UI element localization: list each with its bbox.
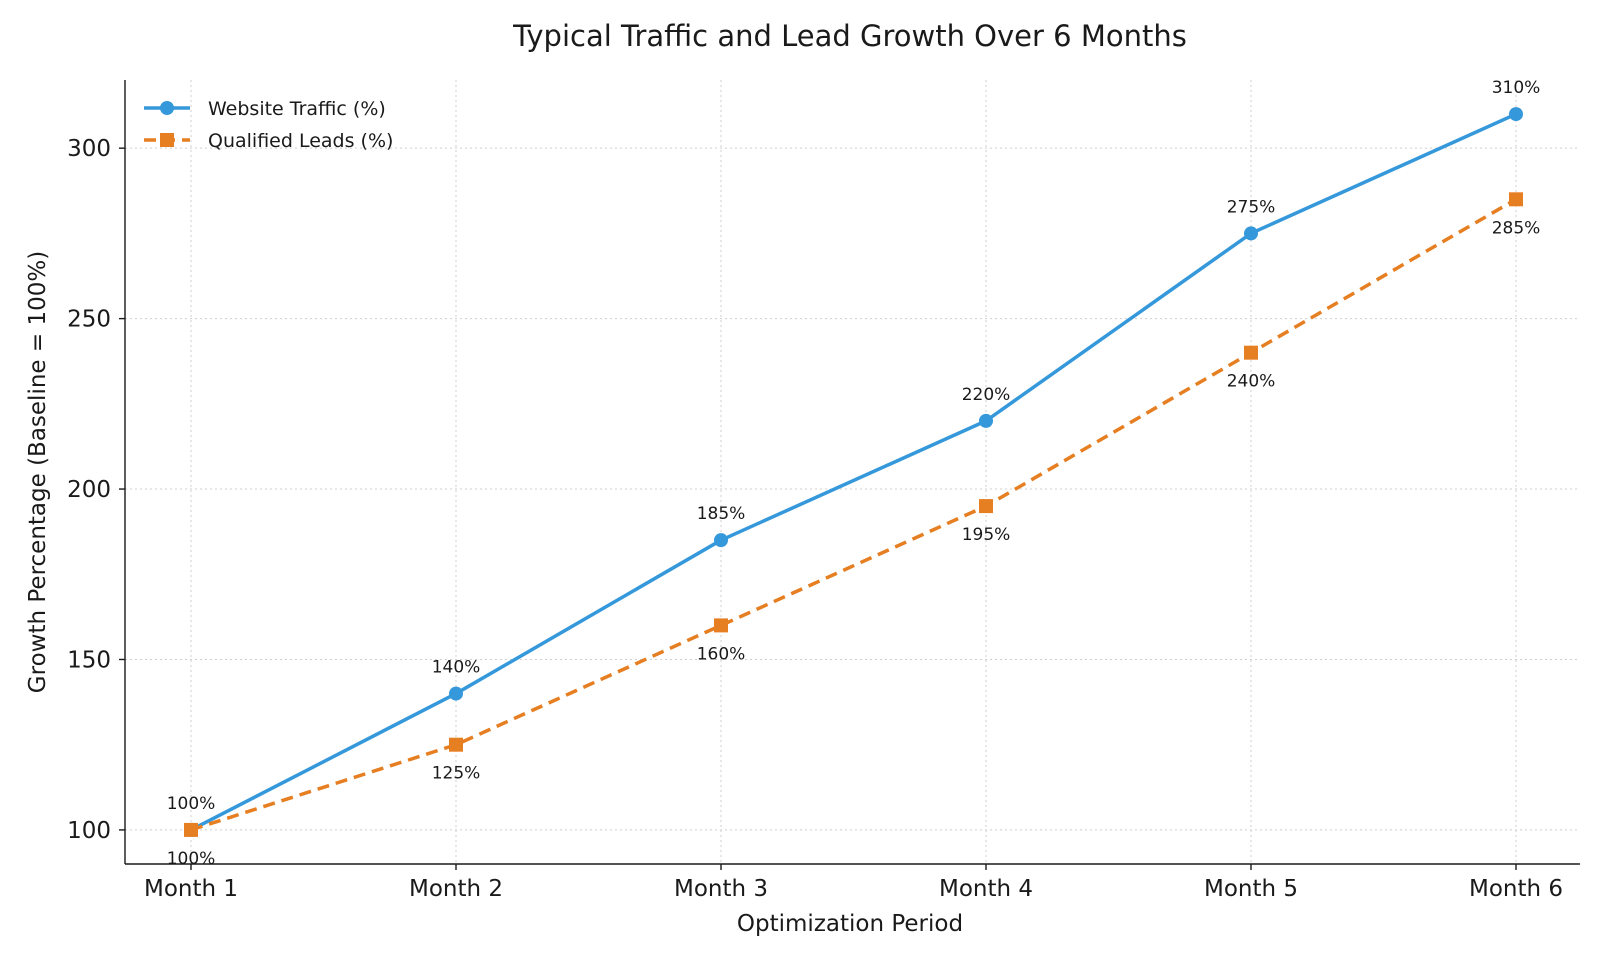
data-label: 285% — [1492, 218, 1541, 238]
y-tick-label: 200 — [67, 477, 111, 503]
x-tick-label: Month 3 — [674, 876, 768, 902]
grid-layer — [125, 80, 1580, 864]
series-line — [190, 112, 1517, 832]
data-label: 100% — [167, 849, 216, 869]
y-tick-label: 300 — [67, 136, 111, 162]
data-labels-layer: 100% 140% 185% 220% 275% 310% 100% 125% 160% 195%… — [167, 78, 1541, 869]
x-axis-label: Optimization Period — [737, 911, 963, 937]
data-label: 310% — [1492, 78, 1541, 98]
x-tick-label: Month 2 — [409, 876, 503, 902]
legend-entry: Qualified Leads (%) — [144, 130, 393, 152]
series-1 — [184, 107, 1523, 837]
data-label: 185% — [697, 504, 746, 524]
data-point — [449, 737, 463, 752]
legend-marker — [160, 101, 174, 115]
legend-marker — [160, 133, 174, 147]
data-point — [1244, 226, 1258, 241]
data-point — [979, 413, 993, 428]
data-label: 125% — [432, 764, 481, 784]
series-line — [190, 197, 1517, 832]
data-point — [1244, 345, 1258, 360]
data-point — [449, 686, 463, 701]
axes-layer: 100 150 200 250 300 Month 1 Month 2 Month 3 Mont… — [67, 80, 1580, 902]
x-tick-label: Month 6 — [1469, 876, 1563, 902]
data-point — [714, 533, 728, 548]
data-point — [184, 822, 198, 837]
chart-title: Typical Traffic and Lead Growth Over 6 M… — [512, 19, 1187, 53]
y-tick-label: 150 — [67, 647, 111, 673]
legend-label: Qualified Leads (%) — [208, 130, 393, 152]
legend-entry: Website Traffic (%) — [144, 98, 386, 120]
x-tick-label: Month 5 — [1204, 876, 1298, 902]
x-tick-label: Month 1 — [144, 876, 238, 902]
data-label: 275% — [1227, 197, 1276, 217]
legend: Website Traffic (%) Qualified Leads (%) — [144, 98, 393, 152]
data-point — [1509, 192, 1523, 207]
y-axis-label: Growth Percentage (Baseline = 100%) — [25, 251, 51, 693]
data-label: 160% — [697, 644, 746, 664]
data-label: 220% — [962, 385, 1011, 405]
series-layer — [184, 107, 1523, 837]
data-label: 100% — [167, 794, 216, 814]
y-tick-label: 250 — [67, 307, 111, 333]
legend-label: Website Traffic (%) — [208, 98, 386, 120]
data-label: 195% — [962, 525, 1011, 545]
y-tick-label: 100 — [67, 818, 111, 844]
x-tick-label: Month 4 — [939, 876, 1033, 902]
data-label: 140% — [432, 658, 481, 678]
data-label: 240% — [1227, 372, 1276, 392]
data-point — [979, 499, 993, 514]
data-point — [714, 618, 728, 633]
series-2 — [184, 192, 1523, 837]
data-point — [1509, 107, 1523, 122]
